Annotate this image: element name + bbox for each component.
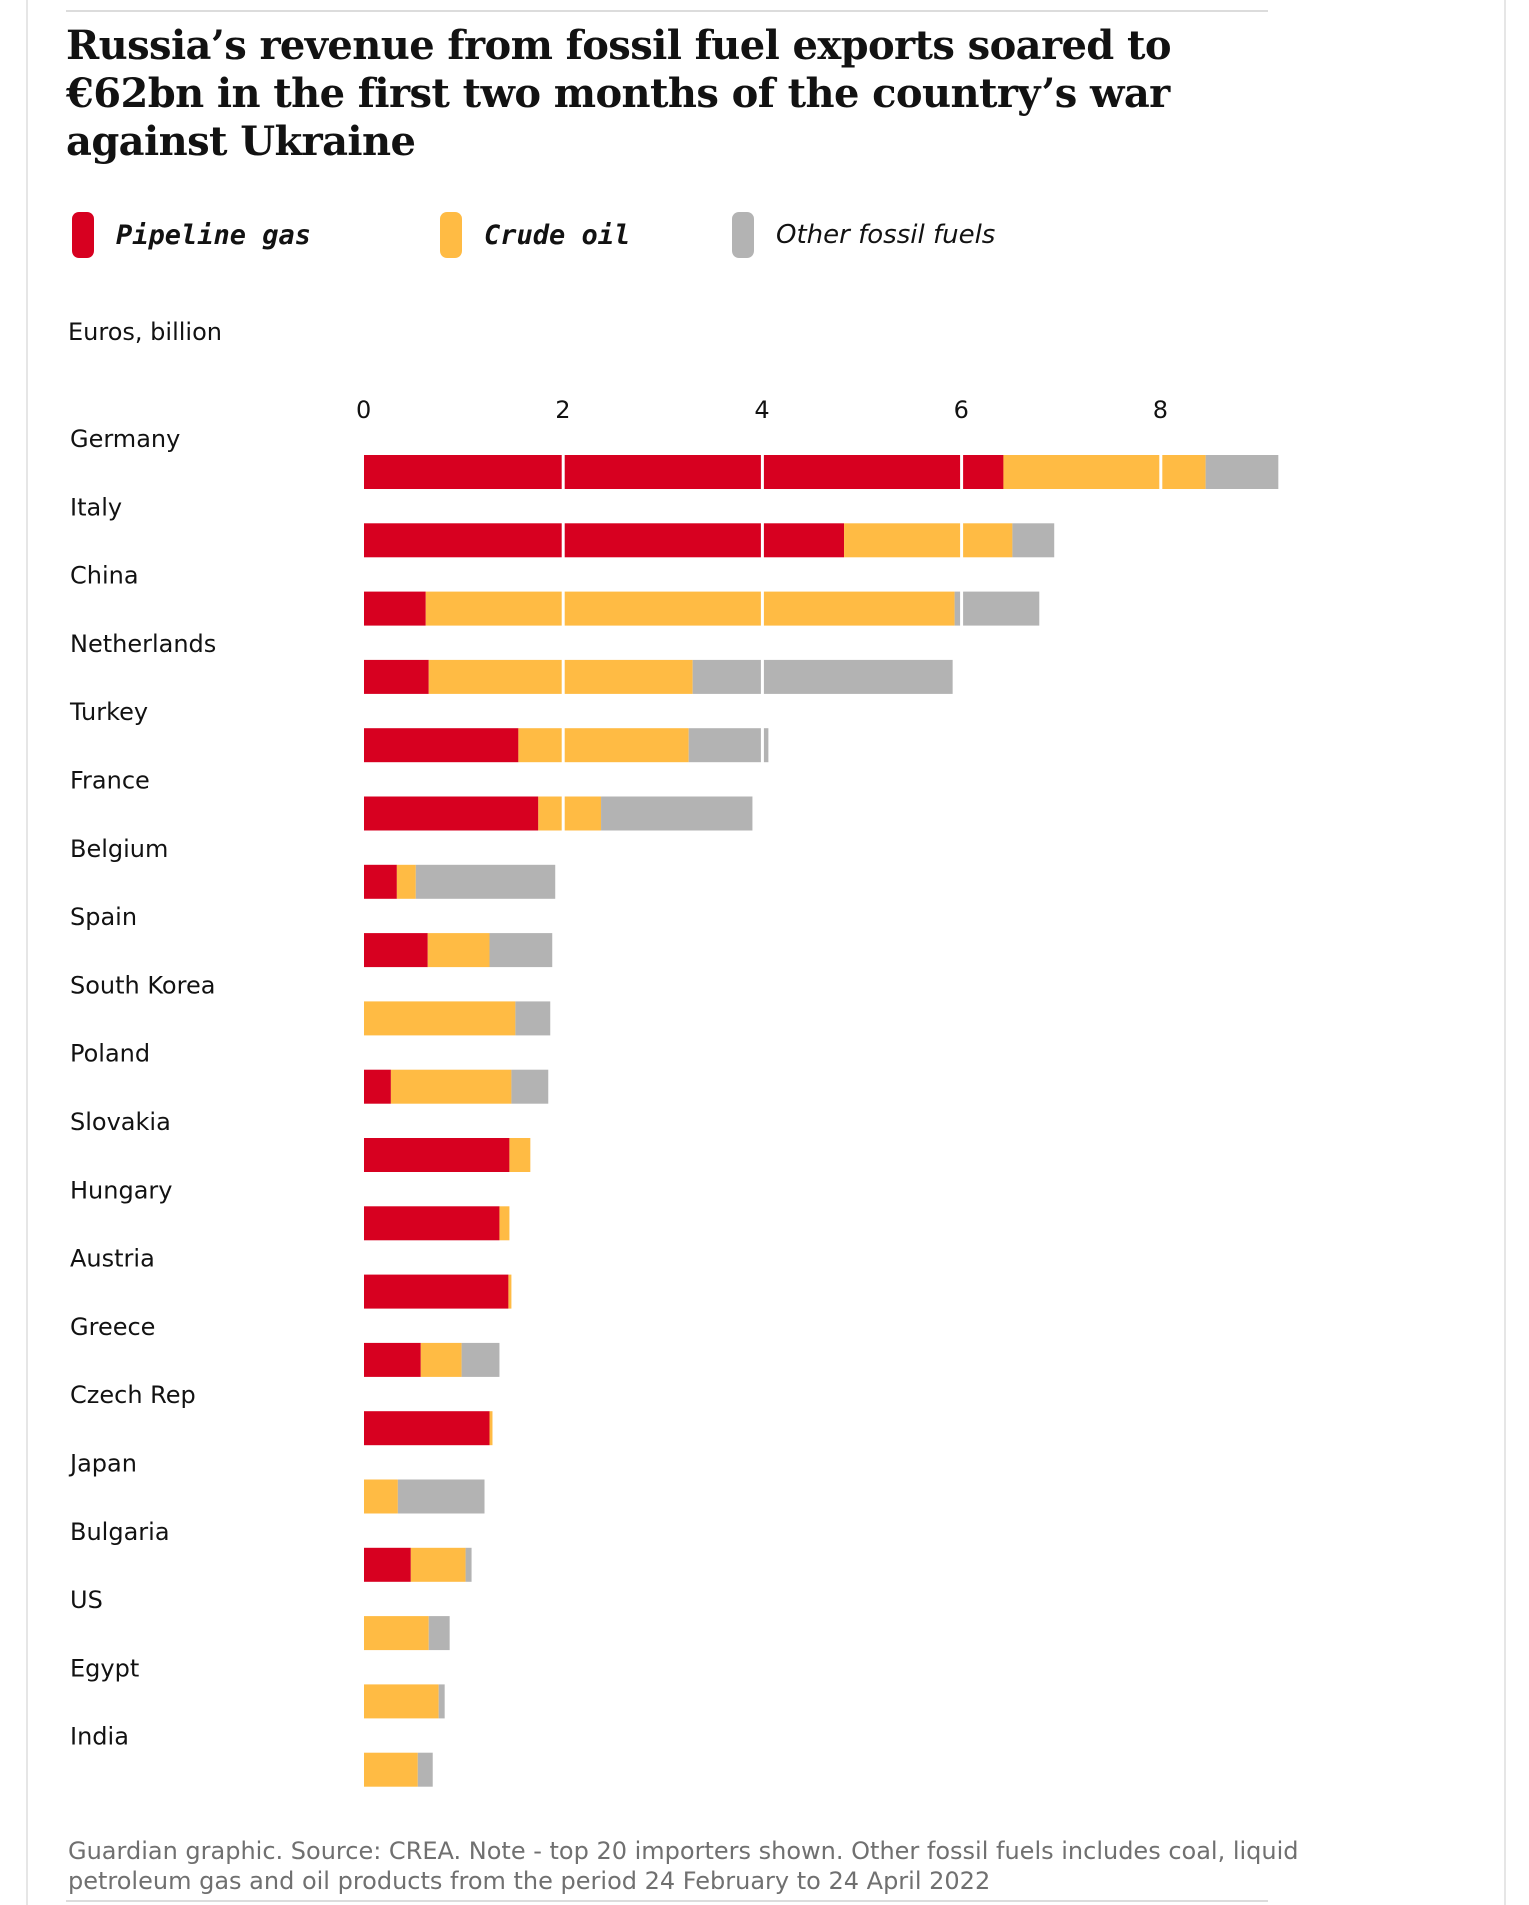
bar-india-other-fossil-fuels — [417, 1752, 433, 1787]
bar-netherlands-other-fossil-fuels — [692, 659, 953, 694]
bar-austria-pipeline-gas — [364, 1274, 509, 1309]
bar-china-crude-oil — [425, 591, 955, 626]
x-tick-label-4: 4 — [754, 396, 769, 424]
category-label-south-korea: South Korea — [70, 971, 215, 999]
chart-title: Russia’s revenue from fossil fuel export… — [66, 22, 1172, 165]
bar-spain-other-fossil-fuels — [489, 933, 553, 968]
category-label-us: US — [70, 1586, 103, 1614]
category-label-bulgaria: Bulgaria — [70, 1518, 170, 1546]
bar-greece-pipeline-gas — [364, 1342, 421, 1377]
bar-bulgaria-other-fossil-fuels — [465, 1547, 472, 1582]
bar-bulgaria-pipeline-gas — [364, 1547, 411, 1582]
legend-label-crude-oil: Crude oil — [484, 219, 631, 251]
bar-italy-crude-oil — [844, 523, 1013, 558]
category-label-egypt: Egypt — [70, 1654, 139, 1682]
bar-czech-rep-pipeline-gas — [364, 1411, 490, 1446]
category-label-czech-rep: Czech Rep — [70, 1381, 196, 1409]
bar-south-korea-other-fossil-fuels — [515, 1001, 551, 1036]
bar-poland-other-fossil-fuels — [511, 1069, 549, 1104]
bar-egypt-other-fossil-fuels — [438, 1684, 445, 1719]
bar-germany-crude-oil — [1003, 455, 1206, 489]
category-label-germany: Germany — [70, 425, 180, 453]
bar-france-other-fossil-fuels — [601, 796, 753, 831]
bar-czech-rep-crude-oil — [489, 1411, 493, 1446]
bottom-divider — [66, 1900, 1268, 1902]
bar-turkey-pipeline-gas — [364, 728, 519, 763]
category-label-india: India — [70, 1723, 129, 1751]
bar-greece-crude-oil — [420, 1342, 462, 1377]
bar-italy-other-fossil-fuels — [1012, 523, 1055, 558]
bar-india-crude-oil — [364, 1752, 418, 1787]
bar-turkey-other-fossil-fuels — [688, 728, 769, 763]
category-label-italy: Italy — [70, 493, 122, 521]
top-divider — [66, 10, 1268, 12]
legend-item-pipeline-gas: Pipeline gas — [72, 210, 311, 260]
bar-slovakia-crude-oil — [509, 1138, 531, 1172]
legend-item-crude-oil: Crude oil — [440, 210, 630, 260]
x-tick-label-8: 8 — [1153, 396, 1168, 424]
x-tick-label-0: 0 — [356, 396, 371, 424]
legend-swatch-other-fossil-fuels — [732, 212, 754, 258]
category-label-netherlands: Netherlands — [70, 630, 216, 658]
category-label-poland: Poland — [70, 1040, 150, 1068]
legend-swatch-pipeline-gas — [72, 212, 94, 258]
bar-spain-crude-oil — [427, 933, 490, 968]
bar-italy-pipeline-gas — [364, 523, 845, 558]
category-label-china: China — [70, 562, 139, 590]
legend: Pipeline gas Crude oil Other fossil fuel… — [0, 210, 1529, 260]
x-tick-label-2: 2 — [555, 396, 570, 424]
bar-germany-other-fossil-fuels — [1205, 455, 1279, 489]
bar-france-crude-oil — [538, 796, 602, 831]
bar-china-pipeline-gas — [364, 591, 426, 626]
bar-china-other-fossil-fuels — [954, 591, 1040, 626]
bar-spain-pipeline-gas — [364, 933, 428, 968]
bar-netherlands-crude-oil — [428, 659, 693, 694]
legend-label-pipeline-gas: Pipeline gas — [116, 219, 312, 251]
chart-panel — [26, 0, 1506, 1905]
bar-poland-pipeline-gas — [364, 1069, 391, 1104]
footnote: Guardian graphic. Source: CREA. Note - t… — [68, 1837, 1299, 1895]
category-label-japan: Japan — [68, 1450, 137, 1478]
category-label-hungary: Hungary — [70, 1176, 172, 1204]
legend-swatch-crude-oil — [440, 212, 462, 258]
bar-turkey-crude-oil — [518, 728, 689, 763]
category-label-france: France — [70, 767, 150, 795]
legend-label-other-fossil-fuels: Other fossil fuels — [776, 220, 996, 250]
bar-egypt-crude-oil — [364, 1684, 439, 1719]
category-label-slovakia: Slovakia — [70, 1108, 171, 1136]
bar-germany-pipeline-gas — [364, 455, 1004, 489]
category-label-greece: Greece — [70, 1313, 155, 1341]
bar-bulgaria-crude-oil — [410, 1547, 466, 1582]
bar-belgium-pipeline-gas — [364, 864, 397, 899]
bar-hungary-pipeline-gas — [364, 1206, 500, 1241]
bar-austria-crude-oil — [508, 1274, 512, 1309]
unit-label: Euros, billion — [68, 318, 222, 346]
legend-item-other-fossil-fuels: Other fossil fuels — [732, 210, 995, 260]
x-tick-label-6: 6 — [954, 396, 969, 424]
category-label-turkey: Turkey — [69, 698, 148, 726]
bar-slovakia-pipeline-gas — [364, 1138, 510, 1172]
category-label-belgium: Belgium — [70, 835, 168, 863]
bar-poland-crude-oil — [390, 1069, 512, 1104]
bar-south-korea-crude-oil — [364, 1001, 516, 1036]
bar-hungary-crude-oil — [499, 1206, 510, 1241]
category-label-spain: Spain — [70, 903, 137, 931]
bar-france-pipeline-gas — [364, 796, 539, 831]
bar-us-other-fossil-fuels — [428, 1616, 450, 1651]
bar-japan-other-fossil-fuels — [397, 1479, 485, 1514]
bar-netherlands-pipeline-gas — [364, 659, 429, 694]
bar-belgium-crude-oil — [396, 864, 416, 899]
bar-japan-crude-oil — [364, 1479, 398, 1514]
bar-greece-other-fossil-fuels — [461, 1342, 500, 1377]
bar-belgium-other-fossil-fuels — [415, 864, 556, 899]
category-label-austria: Austria — [70, 1245, 155, 1273]
bar-us-crude-oil — [364, 1616, 429, 1651]
